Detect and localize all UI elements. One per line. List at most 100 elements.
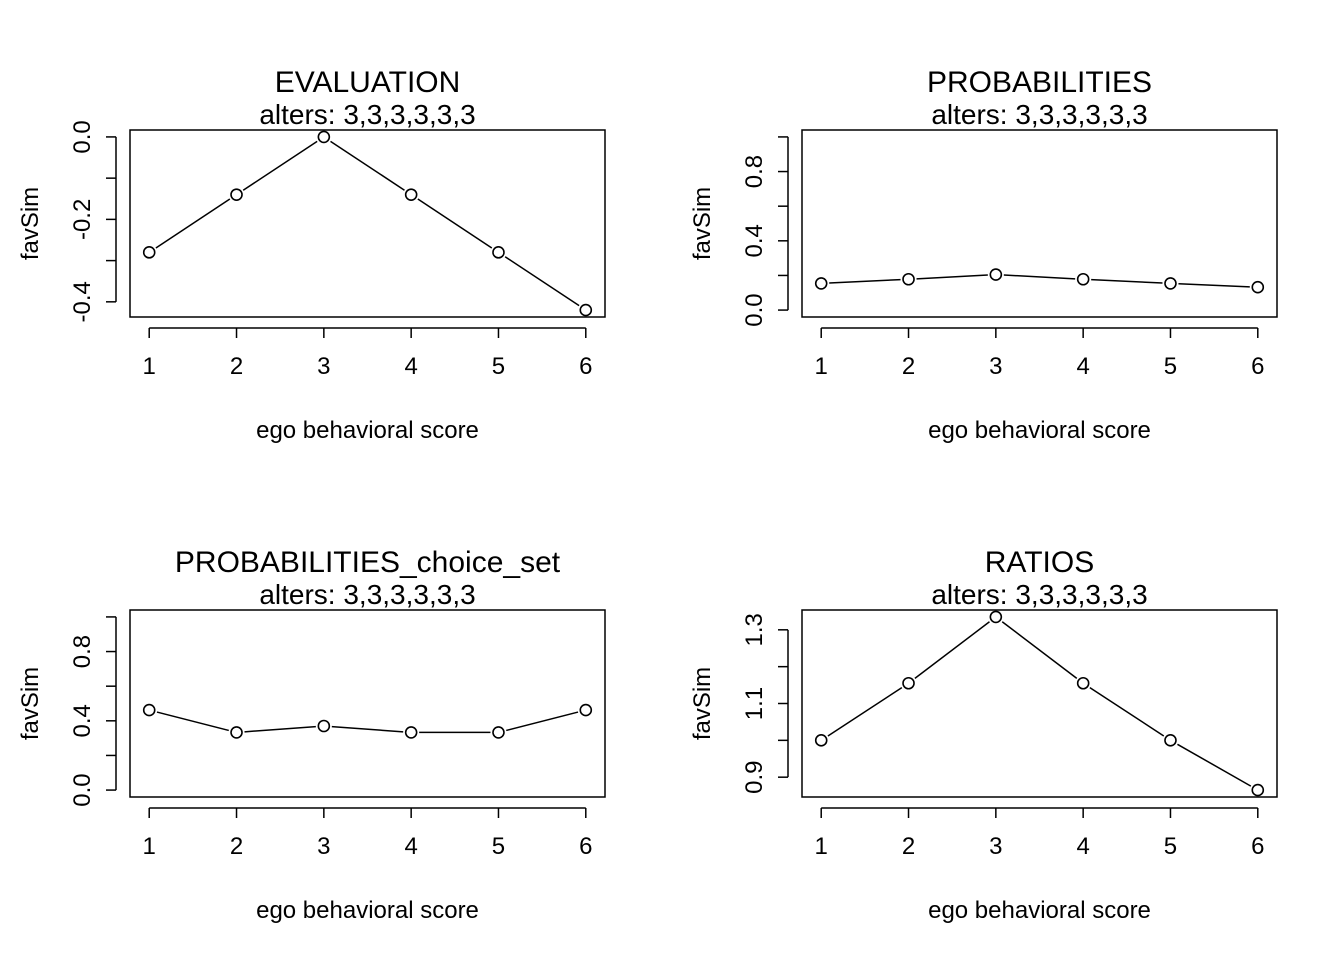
x-tick-label: 4 [1076, 833, 1089, 860]
x-tick-label: 2 [902, 833, 915, 860]
series-line-segment [330, 140, 405, 191]
data-point [579, 703, 593, 717]
y-tick-label: 0.0 [69, 773, 96, 806]
chart-subtitle: alters: 3,3,3,3,3,3 [259, 579, 475, 610]
x-axis-label: ego behavioral score [928, 417, 1151, 444]
y-tick-label: 0.4 [69, 704, 96, 737]
y-tick-label: 0.8 [741, 155, 768, 188]
y-tick-label: 0.0 [741, 293, 768, 326]
x-tick-label: 3 [317, 353, 330, 380]
series-line-segment [155, 198, 231, 249]
series-line-segment [417, 198, 493, 249]
data-point [492, 246, 505, 259]
x-tick-label: 5 [492, 833, 505, 860]
series-line-segment [1001, 621, 1078, 679]
data-point [230, 726, 243, 739]
series-line-segment [829, 278, 901, 284]
series-line-segment [156, 711, 229, 732]
y-tick-label: -0.2 [69, 199, 96, 240]
x-tick-label: 5 [492, 353, 505, 380]
data-point [317, 719, 331, 733]
x-tick-label: 1 [143, 353, 156, 380]
x-tick-label: 1 [143, 833, 156, 860]
series-line-segment [242, 140, 318, 191]
x-tick-label: 3 [989, 833, 1002, 860]
data-point [142, 246, 156, 259]
chart-title: RATIOS [985, 546, 1094, 579]
y-tick-label: 0.4 [741, 224, 768, 257]
data-point [404, 188, 418, 201]
data-point [1164, 277, 1177, 290]
plot-frame [801, 609, 1278, 798]
plot-frame [129, 609, 606, 798]
chart-subtitle: alters: 3,3,3,3,3,3 [931, 99, 1147, 130]
x-axis-label: ego behavioral score [256, 897, 479, 924]
x-tick-label: 6 [579, 833, 592, 860]
data-point [1251, 280, 1265, 294]
x-tick-label: 6 [1251, 833, 1264, 860]
series-line-segment [1091, 278, 1163, 284]
x-tick-label: 6 [1251, 353, 1264, 380]
series-line-segment [1089, 686, 1165, 737]
series-line-segment [1178, 283, 1250, 288]
chart-subtitle: alters: 3,3,3,3,3,3 [931, 579, 1147, 610]
chart-title: PROBABILITIES_choice_set [175, 546, 561, 579]
y-axis-label: favSim [17, 667, 44, 740]
x-tick-label: 1 [815, 353, 828, 380]
x-tick-label: 3 [317, 833, 330, 860]
x-tick-label: 4 [404, 353, 417, 380]
series-line-segment [1003, 274, 1076, 280]
series-line-segment [331, 725, 404, 733]
x-axis-label: ego behavioral score [256, 417, 479, 444]
x-tick-label: 5 [1164, 353, 1177, 380]
x-tick-label: 4 [404, 833, 417, 860]
plot-frame [129, 129, 606, 318]
data-point [814, 277, 828, 290]
series-line-segment [504, 256, 580, 307]
series-line-segment [244, 725, 316, 733]
y-tick-label: 1.1 [741, 687, 768, 720]
y-tick-label: 0.9 [741, 760, 768, 793]
data-point [142, 703, 156, 717]
data-point [317, 130, 331, 144]
x-tick-label: 3 [989, 353, 1002, 380]
y-tick-label: -0.4 [69, 281, 96, 322]
x-tick-label: 4 [1076, 353, 1089, 380]
series-line-segment [914, 621, 990, 679]
chart-subtitle: alters: 3,3,3,3,3,3 [259, 99, 475, 130]
series-line-segment [506, 711, 579, 732]
y-tick-label: 1.3 [741, 613, 768, 646]
x-tick-label: 5 [1164, 833, 1177, 860]
data-point [1164, 734, 1177, 747]
data-point [1251, 783, 1265, 797]
series-line-segment [916, 274, 988, 280]
data-point [492, 726, 505, 739]
data-point [989, 610, 1003, 624]
x-tick-label: 1 [815, 833, 828, 860]
x-tick-label: 6 [579, 353, 592, 380]
x-tick-label: 2 [230, 833, 243, 860]
data-point [1076, 676, 1090, 690]
x-tick-label: 2 [230, 353, 243, 380]
y-axis-label: favSim [17, 187, 44, 260]
data-point [902, 676, 915, 690]
plot-frame [801, 129, 1278, 318]
y-axis-label: favSim [689, 667, 716, 740]
data-point [230, 188, 243, 201]
y-tick-label: 0.0 [69, 120, 96, 153]
data-point [579, 303, 593, 317]
y-tick-label: 0.8 [69, 635, 96, 668]
x-axis-label: ego behavioral score [928, 897, 1151, 924]
data-point [814, 734, 828, 747]
y-axis-label: favSim [689, 187, 716, 260]
series-line-segment [1177, 743, 1252, 787]
series-line-segment [827, 686, 903, 737]
data-point [404, 726, 418, 739]
chart-title: PROBABILITIES [927, 66, 1152, 99]
chart-title: EVALUATION [275, 66, 461, 99]
